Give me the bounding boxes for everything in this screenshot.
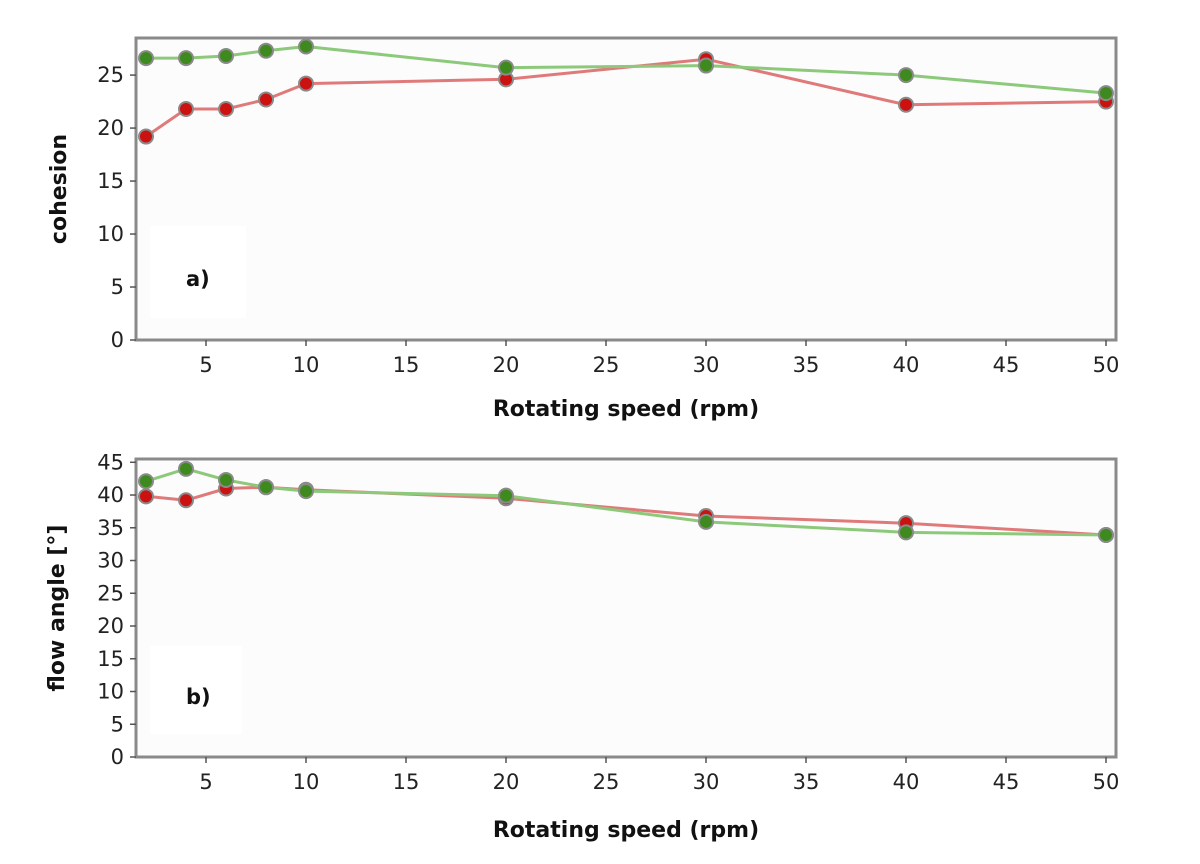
panel-b-series-2-point: [178, 460, 194, 477]
panel-b-x-tick-label: 50: [1093, 770, 1120, 794]
panel-a-series-2-point: [298, 38, 314, 55]
panel-a-x-tick-label: 40: [893, 353, 920, 377]
panel-a-series-2-point: [138, 50, 154, 67]
panel-b-series-2-point: [698, 513, 714, 530]
panel-b-series-1-point: [178, 492, 194, 509]
panel-b-plot-frame: [134, 457, 1118, 759]
panel-a-series-1-point: [298, 75, 314, 92]
panel-b-y-tick-label: 10: [97, 680, 124, 704]
panel-b-y-tick-label: 0: [111, 745, 124, 769]
panel-a-series-1-point: [258, 91, 274, 108]
panel-a-y-axis-title: cohesion: [47, 134, 72, 244]
panel-a-series-2-point: [258, 42, 274, 59]
panel-a-series-2-point: [218, 48, 234, 65]
panel-a-series-1-point: [898, 96, 914, 113]
panel-a-x-tick-label: 15: [393, 353, 420, 377]
panel-b-x-tick-label: 25: [593, 770, 620, 794]
panel-b-label-box: [150, 646, 242, 734]
panel-b-y-axis-title: flow angle [°]: [45, 525, 70, 692]
panel-a-y-tick-label: 10: [97, 222, 124, 246]
panel-b-y-tick-label: 5: [111, 712, 124, 736]
panel-b-x-tick-label: 10: [293, 770, 320, 794]
panel-a-series-1-point: [138, 128, 154, 145]
panel-a-series-2-point: [498, 59, 514, 76]
panel-a-y-tick-label: 25: [97, 63, 124, 87]
panel-b-y-tick-label: 25: [97, 581, 124, 605]
panel-b-chart: b) 0 5 10 15 20 25 30 35 40 45 5 10 15 20 25 30 35 40 45 50 R…: [45, 450, 1119, 843]
panel-a-series-2-point: [178, 50, 194, 67]
panel-b-x-tick-label: 40: [893, 770, 920, 794]
panel-b-series-2-point: [898, 524, 914, 541]
panel-b-x-tick-label: 35: [793, 770, 820, 794]
panel-a-series-2-point: [1098, 85, 1114, 102]
panel-a-plot-frame: [134, 36, 1118, 342]
panel-a-y-tick-label: 5: [111, 275, 124, 299]
panel-b-series-2-point: [298, 483, 314, 500]
panel-b-x-tick-label: 5: [199, 770, 212, 794]
panel-b-y-tick-label: 35: [97, 516, 124, 540]
panel-a-x-tick-label: 35: [793, 353, 820, 377]
panel-b-series-2-point: [498, 487, 514, 504]
panel-a-series-1-point: [218, 100, 234, 117]
panel-a-series-2-point: [698, 57, 714, 74]
panel-b-series-1-point: [138, 488, 154, 505]
panel-a-series-2-point: [898, 67, 914, 84]
panel-b-y-tick-label: 20: [97, 614, 124, 638]
panel-b-y-tick-label: 40: [97, 483, 124, 507]
panel-a-x-tick-label: 45: [993, 353, 1020, 377]
panel-a-x-tick-label: 50: [1093, 353, 1120, 377]
panel-b-series-2-point: [138, 473, 154, 490]
panel-a-x-tick-label: 5: [199, 353, 212, 377]
panel-b-x-tick-label: 15: [393, 770, 420, 794]
panel-b-x-tick-label: 30: [693, 770, 720, 794]
panel-a-x-tick-label: 10: [293, 353, 320, 377]
panel-a-x-tick-label: 30: [693, 353, 720, 377]
panel-a-x-tick-label: 25: [593, 353, 620, 377]
panel-a-y-tick-label: 0: [111, 328, 124, 352]
panel-b-y-tick-label: 45: [97, 450, 124, 474]
panel-b-series-2-point: [218, 471, 234, 488]
panel-a-y-tick-label: 20: [97, 116, 124, 140]
panel-a-y-tick-label: 15: [97, 169, 124, 193]
panel-a-chart: a) 0 5 10 15 20 25 5 10 15 20 25 30 35 40 45 50 Rotating …: [47, 36, 1120, 422]
panel-b-series-2-point: [258, 479, 274, 496]
panel-a-x-axis-title: Rotating speed (rpm): [493, 397, 759, 422]
panel-b-y-tick-label: 15: [97, 647, 124, 671]
panel-a-x-tick-label: 20: [493, 353, 520, 377]
panel-a-series-1-point: [178, 100, 194, 117]
panel-a-label: a): [186, 267, 210, 291]
panel-b-x-axis-title: Rotating speed (rpm): [493, 818, 759, 843]
panel-b-x-tick-label: 45: [993, 770, 1020, 794]
panel-b-x-tick-label: 20: [493, 770, 520, 794]
panel-b-series-2-point: [1098, 526, 1114, 543]
panel-b-label: b): [186, 685, 211, 709]
panel-a-label-box: [150, 226, 246, 318]
panel-b-y-tick-label: 30: [97, 549, 124, 573]
